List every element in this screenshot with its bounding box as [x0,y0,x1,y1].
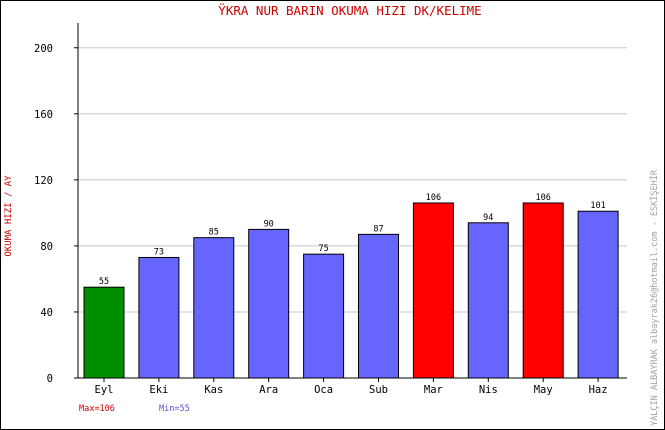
chart-title: ŸKRA NUR BARIN OKUMA HIZI DK/KELIME [218,3,481,18]
data-label-eki: 73 [154,247,164,257]
data-label-sub: 87 [373,224,383,234]
y-axis-label: OKUMA HIZI / AY [4,175,14,257]
x-tick-label-sub: Sub [369,384,388,396]
bar-eki [138,256,180,379]
bar-mar [412,202,454,379]
data-label-haz: 101 [590,201,605,211]
data-label-kas: 85 [209,228,219,238]
data-label-ara: 90 [264,219,274,229]
x-tick-label-eki: Eki [149,384,168,396]
y-axis-ticks: 0 40 80 120 160 200 [34,43,78,385]
x-tick-label-nis: Nis [479,384,498,396]
bar-sub [358,233,399,379]
y-tick-label: 200 [34,43,53,55]
max-label: Max=106 [79,404,115,414]
min-label: Min=55 [159,404,190,414]
x-tick-label-may: May [534,384,553,396]
y-tick-label: 80 [40,241,53,253]
bar-eyl [83,286,125,379]
x-tick-label-haz: Haz [589,384,608,396]
credit-text: YALÇIN ALBAYRAK albayrak26@hotmail.com -… [649,169,660,426]
y-tick-label: 160 [34,109,53,121]
bar-kas [193,237,235,379]
x-tick-label-oca: Oca [314,384,333,396]
x-tick-label-kas: Kas [204,384,223,396]
bar-may [522,202,564,379]
data-label-nis: 94 [483,213,493,223]
data-label-mar: 106 [426,193,441,203]
y-tick-label: 40 [40,307,53,319]
y-tick-label: 120 [34,175,53,187]
bars: 55 73 85 90 75 87 106 94 106 101 [83,193,619,379]
data-label-oca: 75 [318,244,328,254]
y-tick-label: 0 [47,373,53,385]
bar-nis [467,222,509,379]
bar-oca [303,253,345,379]
data-label-may: 106 [536,193,551,203]
bar-haz [577,210,619,379]
bar-ara [248,228,290,379]
x-tick-label-ara: Ara [259,384,278,396]
x-tick-label-mar: Mar [424,384,443,396]
data-label-eyl: 55 [99,277,109,287]
x-axis-ticks: Eyl Eki Kas Ara Oca Sub Mar Nis May Haz [95,378,608,396]
x-tick-label-eyl: Eyl [95,384,114,396]
